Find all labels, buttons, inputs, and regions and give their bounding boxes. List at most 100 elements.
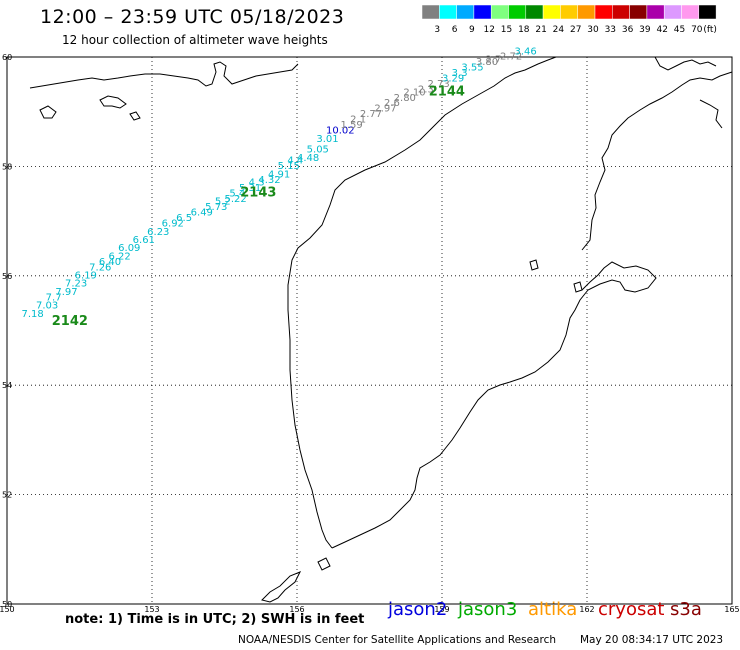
swh-point: 6.92 (162, 219, 184, 230)
swh-point: 2.77 (360, 109, 382, 120)
swh-point: 7.26 (89, 262, 111, 273)
pass-number-label: 2142 (52, 314, 88, 329)
swh-point: 5.73 (205, 202, 227, 213)
lat-tick-label: 58 (2, 162, 12, 171)
swh-point: 4.3 (249, 178, 265, 189)
coastline-magadan (29, 61, 299, 89)
timestamp-text: May 20 08:34:17 UTC 2023 (580, 634, 724, 646)
coastline-kuril (261, 571, 302, 603)
swh-point: 2.10 (403, 87, 425, 98)
swh-point: 4.91 (268, 169, 290, 180)
legend-tick-label: 3 (434, 25, 440, 35)
legend-tick-label: 9 (469, 25, 475, 35)
legend-tick-label: 30 (587, 25, 599, 35)
satellite-name-cryosat: cryosat (598, 599, 665, 620)
swh-point: 3.29 (442, 74, 464, 85)
swh-point: 2.1 (350, 115, 366, 126)
swh-point: 5.22 (225, 194, 247, 205)
legend-tick-label: 12 (483, 25, 494, 35)
swh-point: 5.15 (278, 161, 300, 172)
pass-number-label: 2143 (240, 185, 276, 200)
legend-tick-label: 27 (570, 25, 581, 35)
satellite-name-jason3: jason3 (458, 599, 518, 620)
swh-point: 3.55 (461, 63, 483, 74)
swh-point: 3.80 (476, 57, 498, 68)
lat-tick-label: 54 (2, 381, 12, 390)
coastline-north-1 (654, 56, 717, 71)
swh-point: 2.97 (374, 104, 396, 115)
legend-swatch (698, 4, 717, 20)
swh-point: 4.4 (287, 156, 303, 167)
satellite-name-altika: altika (528, 599, 578, 620)
legend-tick-label: 42 (656, 25, 667, 35)
swh-point: 5.2 (215, 197, 231, 208)
coastline-island-1 (129, 111, 141, 121)
color-legend: 3 6 9 12 15 18 21 24 27 30 33 36 39 42 45 70 (ft) (422, 4, 717, 35)
legend-tick-label: (ft) (703, 25, 717, 35)
lat-tick-label: 60 (2, 53, 12, 62)
lon-tick-label: 165 (724, 605, 739, 614)
lat-tick-label: 56 (2, 272, 12, 281)
swh-point: 6.23 (147, 227, 169, 238)
satellite-name-jason2: jason2 (388, 599, 448, 620)
legend-tick-label: 70 (691, 25, 703, 35)
coastline-ship-1 (529, 259, 539, 271)
units-note: note: 1) Time is in UTC; 2) SWH is in fe… (65, 612, 365, 627)
lon-tick-label: 162 (579, 605, 594, 614)
swh-point: 7.23 (65, 279, 87, 290)
map-subtitle: 12 hour collection of altimeter wave hei… (62, 33, 328, 47)
coastline-bay (39, 105, 57, 119)
legend-tick-label: 21 (535, 25, 546, 35)
legend-tick-label: 39 (639, 25, 651, 35)
swh-point: 2.7 (486, 54, 502, 65)
lon-tick-label: 159 (434, 605, 449, 614)
coastline-north-2 (699, 99, 723, 129)
swh-point: 2.73 (428, 79, 450, 90)
lat-tick-label: 52 (2, 491, 12, 500)
swh-point: 1.59 (341, 120, 363, 131)
swh-point: 7.03 (36, 301, 58, 312)
map-title: 12:00 – 23:59 UTC 05/18/2023 (40, 6, 345, 28)
lon-tick-label: 153 (144, 605, 159, 614)
swh-point: 5.05 (307, 145, 329, 156)
swh-point: 4.32 (258, 175, 280, 186)
coastline-shumshu (317, 557, 331, 571)
altimeter-tracks: 7.187.037.77.977.236.197.266.406.226.096… (22, 46, 537, 320)
swh-point: 3.01 (316, 134, 338, 145)
swh-point: 3.3 (452, 68, 468, 79)
legend-tick-label: 18 (518, 25, 530, 35)
swh-point: 6.49 (191, 208, 213, 219)
coastline-kamchatka-west (287, 56, 557, 549)
map-frame (6, 56, 733, 605)
graticule (6, 56, 733, 605)
swh-point: 6.22 (109, 251, 131, 262)
coastline-kamchatka-northeast (581, 71, 733, 251)
lon-tick-label: 150 (0, 605, 15, 614)
coastline (29, 56, 733, 603)
pass-number-label: 2144 (429, 84, 465, 99)
swh-point: 6.61 (133, 235, 155, 246)
legend-tick-label: 33 (605, 25, 616, 35)
swh-point: 6.09 (118, 243, 140, 254)
legend-tick-label: 36 (622, 25, 634, 35)
legend-tick-label: 6 (452, 25, 458, 35)
lon-tick-label: 156 (289, 605, 304, 614)
swh-point: 10.02 (326, 126, 355, 137)
swh-point: 6.40 (99, 257, 121, 268)
swh-point: 7.18 (22, 309, 44, 320)
swh-point: 2.3 (418, 85, 434, 96)
satellite-name-s3a: s3a (670, 599, 702, 620)
swh-point: 5.31 (239, 183, 261, 194)
swh-point: 7.7 (46, 292, 62, 303)
swh-point: 2.72 (500, 52, 522, 63)
swh-point: 4.48 (297, 153, 319, 164)
coastline-kamchatka-east (331, 261, 657, 549)
swh-point: 2.6 (384, 98, 400, 109)
swh-point: 6.5 (176, 213, 192, 224)
pass-labels: 2142 2143 2144 (52, 84, 465, 329)
coastline-ship-2 (573, 281, 583, 293)
lat-tick-label: 50 (2, 600, 12, 609)
legend-tick-label: 24 (553, 25, 565, 35)
